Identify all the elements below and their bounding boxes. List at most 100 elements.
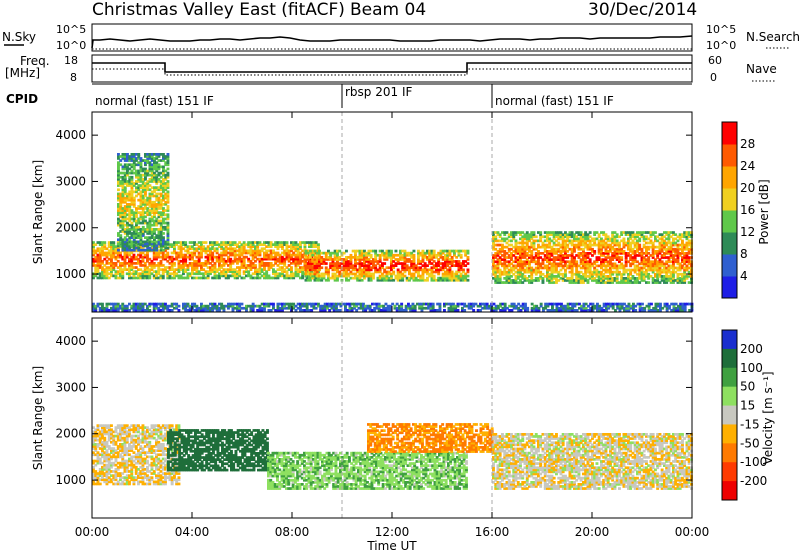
echo-cell xyxy=(184,276,188,280)
echo-cell xyxy=(464,276,468,280)
echo-cell xyxy=(423,256,427,259)
echo-cell xyxy=(435,266,438,270)
echo-cell xyxy=(159,207,163,210)
echo-cell xyxy=(613,243,617,247)
echo-cell xyxy=(602,245,606,249)
echo-cell xyxy=(153,180,156,183)
echo-cell xyxy=(327,278,330,282)
echo-cell xyxy=(92,243,95,246)
echo-cell xyxy=(446,268,450,272)
echo-cell xyxy=(387,270,391,274)
echo-cell xyxy=(311,274,315,278)
echo-cell xyxy=(146,266,149,269)
echo-cell xyxy=(260,247,264,251)
echo-cell xyxy=(541,241,545,245)
echo-cell xyxy=(685,254,689,257)
echo-cell xyxy=(116,270,120,273)
echo-cell xyxy=(166,221,170,225)
echo-cell xyxy=(242,251,246,255)
echo-cell xyxy=(582,272,585,276)
echo-cell xyxy=(543,258,547,261)
echo-cell xyxy=(193,251,197,255)
echo-cell xyxy=(645,275,648,278)
echo-cell xyxy=(121,240,125,244)
echo-cell xyxy=(642,258,646,261)
echo-cell xyxy=(354,274,357,278)
echo-cell xyxy=(624,264,628,268)
echo-cell xyxy=(464,272,468,276)
echo-cell xyxy=(363,266,366,270)
echo-cell xyxy=(166,236,170,239)
echo-cell xyxy=(403,266,407,270)
echo-cell xyxy=(128,259,131,263)
echo-cell xyxy=(498,281,502,284)
echo-cell xyxy=(101,309,104,312)
echo-cell xyxy=(126,246,129,250)
echo-cell xyxy=(123,173,127,177)
echo-cell xyxy=(119,192,123,196)
echo-cell xyxy=(103,306,107,310)
echo-cell xyxy=(233,241,237,244)
echo-cell xyxy=(247,251,251,255)
echo-cell xyxy=(283,304,287,308)
echo-cell xyxy=(496,262,500,266)
echo-cell xyxy=(202,247,206,251)
echo-cell xyxy=(263,276,266,280)
echo-cell xyxy=(629,270,633,274)
echo-cell xyxy=(139,302,143,306)
echo-cell xyxy=(465,304,469,308)
echo-cell xyxy=(597,277,601,280)
echo-cell xyxy=(159,238,163,242)
echo-cell xyxy=(324,262,328,265)
echo-cell xyxy=(521,262,525,266)
echo-cell xyxy=(148,198,152,202)
echo-cell xyxy=(112,262,116,265)
echo-cell xyxy=(419,268,423,272)
echo-cell xyxy=(539,235,543,239)
echo-cell xyxy=(117,188,120,192)
echo-cell xyxy=(304,260,308,263)
echo-cell xyxy=(383,258,387,261)
echo-cell xyxy=(456,309,460,312)
echo-cell xyxy=(552,268,556,272)
echo-cell xyxy=(503,277,507,280)
echo-cell xyxy=(224,274,228,278)
echo-cell xyxy=(218,253,221,257)
echo-cell xyxy=(220,264,224,267)
echo-cell xyxy=(390,272,393,276)
echo-cell xyxy=(107,251,111,255)
echo-cell xyxy=(390,276,393,280)
echo-cell xyxy=(552,281,556,284)
echo-cell xyxy=(249,262,253,265)
echo-cell xyxy=(505,270,509,274)
echo-cell xyxy=(276,304,280,308)
echo-cell xyxy=(618,243,621,247)
echo-cell xyxy=(153,159,156,162)
echo-cell xyxy=(238,270,242,273)
echo-cell xyxy=(322,272,326,276)
echo-cell xyxy=(103,268,107,271)
echo-cell xyxy=(339,304,343,308)
echo-cell xyxy=(548,241,552,245)
echo-cell xyxy=(633,245,637,249)
echo-cell xyxy=(552,275,556,278)
echo-cell xyxy=(437,262,441,265)
echo-cell xyxy=(132,205,136,208)
echo-cell xyxy=(365,270,369,274)
echo-cell xyxy=(152,266,156,269)
echo-cell xyxy=(534,239,538,243)
echo-cell xyxy=(157,186,161,189)
echo-cell xyxy=(649,268,653,272)
echo-cell xyxy=(546,270,549,274)
echo-cell xyxy=(550,245,554,249)
echo-cell xyxy=(166,175,170,179)
echo-cell xyxy=(213,276,217,280)
echo-cell xyxy=(139,198,143,202)
echo-cell xyxy=(231,272,235,276)
echo-cell xyxy=(519,270,522,274)
echo-cell xyxy=(276,309,280,312)
echo-cell xyxy=(446,260,450,263)
echo-cell xyxy=(345,260,348,263)
echo-cell xyxy=(94,249,98,253)
echo-cell xyxy=(557,241,561,245)
